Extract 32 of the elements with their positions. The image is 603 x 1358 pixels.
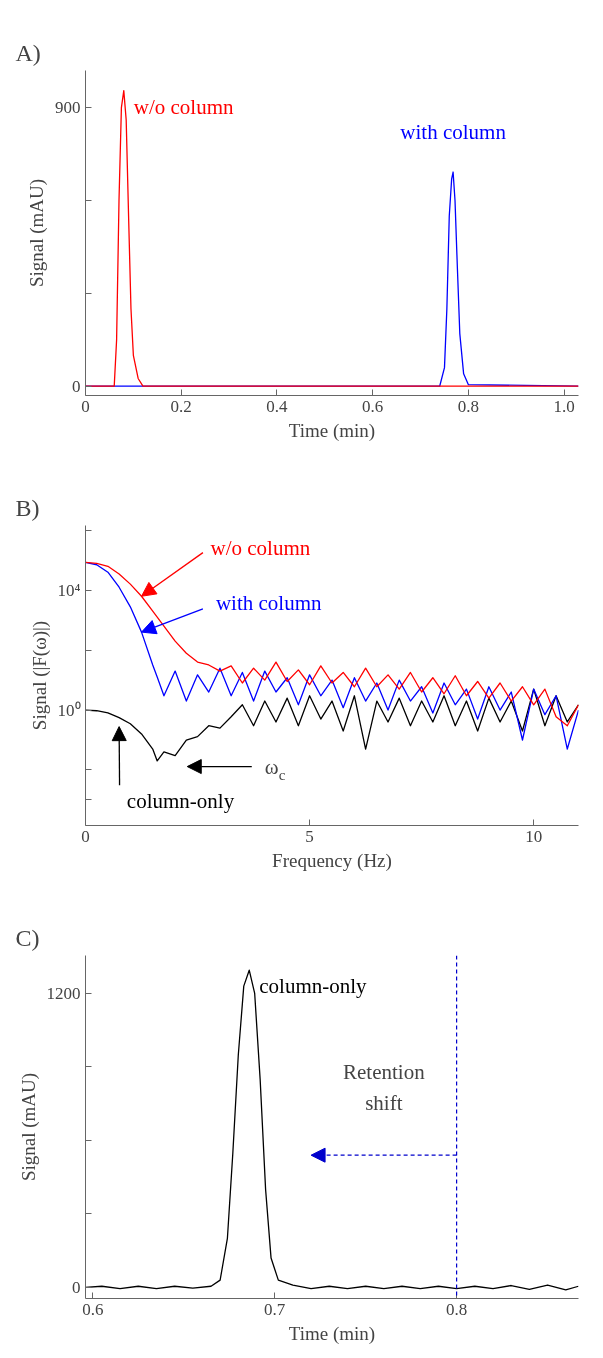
chart-title: B) <box>15 494 40 521</box>
chart-title: C) <box>15 924 40 951</box>
x-tick-label: 0.8 <box>457 396 480 416</box>
y-tick-label: 0 <box>72 1277 81 1297</box>
x-tick-label: 10 <box>525 826 543 846</box>
x-tick-label: 0.6 <box>82 1299 104 1319</box>
y-tick-label: 0 <box>72 376 81 396</box>
x-tick-label: 0.4 <box>266 396 289 416</box>
x-axis-title: Time (min) <box>288 1322 376 1345</box>
x-tick-label: 5 <box>305 826 314 846</box>
y-tick-label: 1200 <box>46 983 81 1003</box>
y-axis-title: Signal (mAU) <box>17 1072 40 1182</box>
y-axis-title: Signal (|F(ω)|) <box>28 620 51 731</box>
x-axis-title: Frequency (Hz) <box>272 849 392 872</box>
x-tick-label: 0.6 <box>362 396 384 416</box>
x-tick-label: 0.8 <box>445 1299 468 1319</box>
y-axis-title: Signal (mAU) <box>26 178 48 288</box>
series-label: with column <box>400 120 507 145</box>
y-tick-label: 10⁰ <box>57 700 81 720</box>
text: with column <box>215 591 322 616</box>
legend-label: column-only <box>126 789 235 814</box>
chart-title: A) <box>15 39 41 66</box>
y-tick-label: 10⁴ <box>57 580 81 600</box>
series-label: w/o column <box>133 94 235 119</box>
x-tick-label: 0.2 <box>170 396 192 416</box>
y-tick-label: 900 <box>55 98 81 118</box>
text: w/o column <box>210 535 311 560</box>
series-label: column-only <box>259 974 368 999</box>
annotation: Retention shift <box>343 1059 426 1116</box>
x-tick-label: 0.7 <box>264 1299 286 1319</box>
x-axis-title: Time (min) <box>288 419 376 442</box>
x-tick-label: 1.0 <box>553 396 575 416</box>
